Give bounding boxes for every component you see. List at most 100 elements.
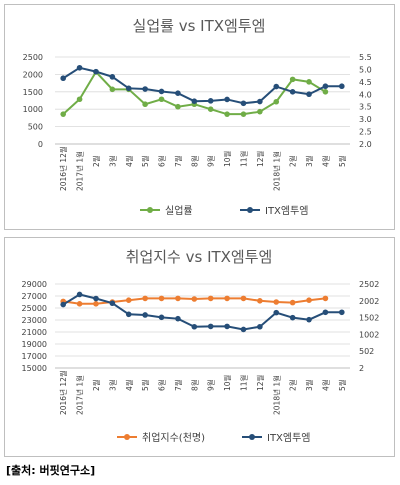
series-line	[62, 66, 342, 105]
data-point	[142, 312, 148, 318]
x-tick-label: 5월	[337, 379, 347, 391]
data-point	[158, 295, 165, 302]
data-point	[109, 86, 116, 93]
chart-title: 실업률 vs ITX엠투엠	[133, 17, 266, 35]
x-tick-label: 12월	[255, 374, 265, 391]
x-tick-label: 3월	[304, 379, 314, 391]
data-point	[142, 295, 148, 302]
data-point	[76, 96, 83, 103]
data-point	[93, 301, 99, 307]
left-axis-tick-label: 1000	[23, 105, 43, 114]
x-tick-label: 3월	[107, 379, 117, 391]
x-tick-label: 6월	[157, 379, 167, 391]
right-axis-tick-label: 5.5	[359, 53, 372, 62]
x-tick-label: 7월	[173, 379, 183, 391]
legend-label: ITX엠투엠	[267, 432, 311, 444]
data-point	[289, 314, 296, 321]
x-tick-label: 3월	[304, 155, 314, 167]
data-point	[125, 311, 132, 318]
x-tick-label: 8월	[189, 155, 199, 167]
legend-swatch-marker	[124, 434, 130, 440]
left-axis-tick-label: 17000	[22, 352, 47, 361]
data-point	[207, 98, 214, 104]
legend-label: 취업지수(천명)	[142, 431, 205, 444]
data-point	[322, 83, 329, 90]
data-point	[191, 296, 198, 302]
data-point	[273, 83, 280, 90]
right-axis-tick-label: 2	[359, 364, 364, 373]
left-axis-tick-label: 500	[28, 123, 43, 132]
right-axis-tick-label: 4.0	[359, 90, 372, 99]
right-axis-tick-label: 502	[359, 347, 374, 356]
x-tick-label: 10월	[222, 374, 232, 391]
data-point	[60, 111, 66, 117]
data-point	[257, 323, 263, 330]
data-point	[322, 309, 329, 316]
data-point	[306, 91, 312, 98]
left-axis-tick-label: 23000	[22, 316, 47, 325]
data-point	[322, 89, 329, 95]
data-point	[76, 301, 83, 307]
data-point	[207, 106, 214, 112]
chart-unemployment-vs-itx: 실업률 vs ITX엠투엠 0 500 1000 1500 2000 2500 2.0 2.5 3…	[23, 17, 372, 217]
data-point	[240, 326, 247, 333]
x-tick-label: 9월	[206, 155, 216, 167]
data-point	[76, 291, 83, 298]
data-point	[240, 100, 247, 107]
data-point	[257, 98, 263, 105]
x-tick-label: 2017년 1월	[75, 151, 85, 191]
data-point	[175, 90, 181, 96]
chart-title: 취업지수 vs ITX엠투엠	[126, 248, 273, 266]
data-point	[289, 89, 296, 95]
x-tick-label: 2017년 1월	[75, 375, 85, 415]
data-point	[306, 316, 312, 323]
right-axis-tick-label: 1002	[359, 330, 379, 339]
right-axis-tick-label: 3.0	[359, 115, 372, 124]
data-point	[142, 101, 148, 108]
right-axis-tick-label: 2002	[359, 297, 379, 306]
data-point	[240, 111, 247, 117]
series-line	[62, 293, 342, 331]
x-tick-label: 5월	[140, 379, 150, 391]
data-point	[273, 98, 280, 105]
x-tick-label: 4월	[124, 379, 134, 391]
data-point	[175, 103, 181, 110]
x-tick-label: 2018년 1월	[271, 375, 281, 415]
data-point	[273, 299, 280, 305]
data-point	[306, 79, 312, 85]
data-point	[125, 297, 132, 303]
legend-swatch-marker	[249, 434, 255, 440]
chart-employment-vs-itx: 취업지수 vs ITX엠투엠 15000 17000 19000 21000 23000 2…	[22, 248, 380, 444]
x-tick-label: 4월	[124, 155, 134, 167]
right-axis-tick-label: 1502	[359, 314, 379, 323]
data-point	[93, 68, 99, 75]
data-point	[60, 75, 66, 82]
data-point	[224, 111, 230, 117]
data-point	[158, 314, 165, 321]
chart-panel-employment: 취업지수 vs ITX엠투엠 15000 17000 19000 21000 23000 2…	[4, 237, 395, 457]
x-tick-label: 12월	[255, 150, 265, 167]
x-tick-label: 5월	[337, 155, 347, 167]
data-point	[207, 295, 214, 302]
data-point	[175, 315, 181, 322]
x-tick-label: 4월	[320, 379, 330, 391]
left-axis-tick-label: 29000	[22, 280, 47, 289]
data-point	[306, 297, 312, 303]
data-point	[191, 98, 198, 104]
data-point	[289, 299, 296, 306]
data-point	[76, 64, 83, 71]
data-point	[289, 76, 296, 83]
data-point	[224, 96, 230, 103]
left-axis-tick-label: 2000	[23, 70, 43, 79]
data-point	[175, 295, 181, 302]
source-caption: [출처: 버핏연구소]	[6, 464, 96, 477]
x-tick-label: 3월	[107, 155, 117, 167]
series-1	[60, 64, 345, 107]
x-tick-label: 2월	[91, 379, 101, 391]
right-axis-tick-label: 5.0	[359, 65, 372, 74]
data-point	[339, 309, 345, 316]
x-tick-label: 11월	[238, 374, 248, 391]
series-0	[60, 69, 329, 117]
data-point	[158, 88, 165, 95]
x-tick-label: 4월	[320, 155, 330, 167]
